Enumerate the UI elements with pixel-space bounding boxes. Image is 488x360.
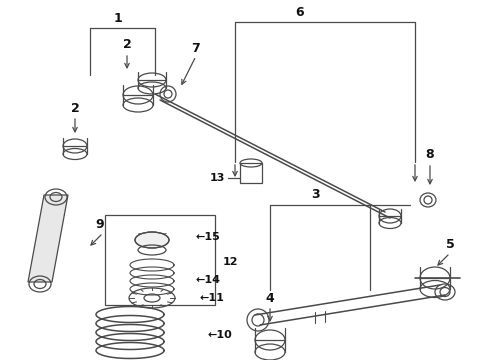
Text: 2: 2 bbox=[122, 39, 131, 51]
Text: 7: 7 bbox=[191, 41, 200, 54]
Text: ←15: ←15 bbox=[196, 232, 220, 242]
Text: 5: 5 bbox=[445, 238, 453, 252]
Text: 4: 4 bbox=[265, 292, 274, 305]
Text: 13: 13 bbox=[209, 173, 224, 183]
Text: 12: 12 bbox=[223, 257, 238, 267]
Text: 6: 6 bbox=[295, 6, 304, 19]
Bar bbox=[105, 215, 215, 305]
Bar bbox=[240, 163, 262, 183]
Text: 9: 9 bbox=[96, 219, 104, 231]
Text: ←10: ←10 bbox=[207, 330, 232, 340]
Text: 8: 8 bbox=[425, 148, 433, 162]
Text: 2: 2 bbox=[70, 102, 79, 114]
Text: 3: 3 bbox=[310, 189, 319, 202]
Text: ←14: ←14 bbox=[196, 275, 221, 285]
Text: 1: 1 bbox=[113, 12, 122, 24]
Text: ←11: ←11 bbox=[200, 293, 224, 303]
Ellipse shape bbox=[135, 232, 169, 248]
